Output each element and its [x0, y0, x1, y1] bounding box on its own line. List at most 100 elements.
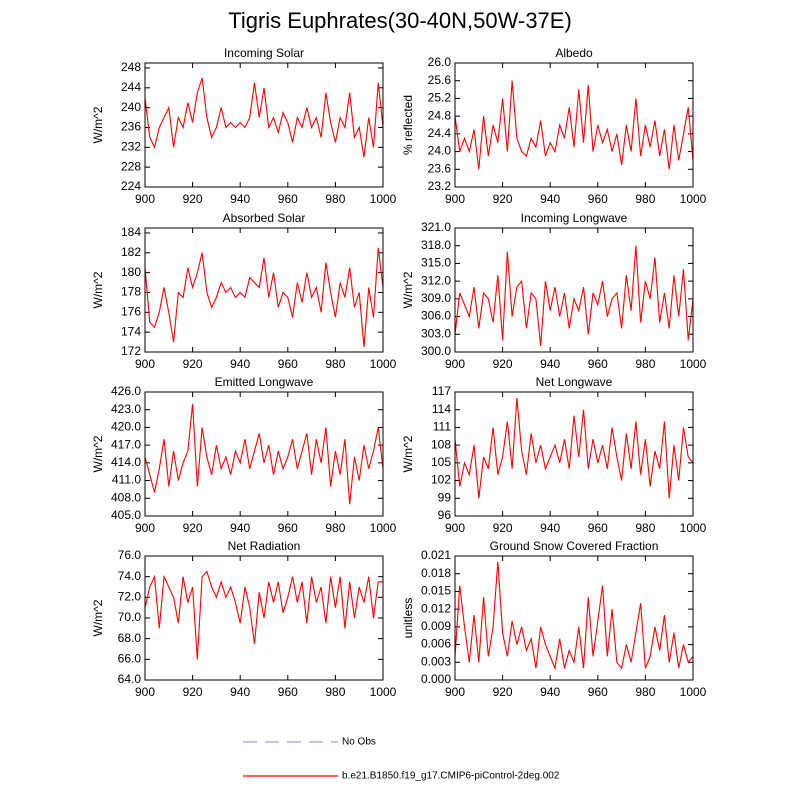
y-tick-label: 240 — [121, 100, 141, 114]
y-tick-label: 248 — [121, 60, 141, 74]
x-tick-label: 1000 — [680, 192, 707, 206]
panel: Ground Snow Covered Fraction unitless 0.00… — [401, 539, 706, 699]
legend: No Obs b.e21.B1850.f19_g17.CMIP6-piContr… — [243, 737, 560, 782]
plot-frame — [454, 391, 694, 517]
y-tick-label: 64.0 — [118, 672, 142, 686]
x-tick-label: 960 — [278, 357, 298, 371]
y-axis-label: W/m^2 — [91, 271, 105, 308]
panel-title: Albedo — [555, 46, 593, 60]
y-tick-label: 24.0 — [428, 144, 452, 158]
data-line — [144, 403, 384, 505]
y-tick-label: 172 — [121, 344, 141, 358]
y-tick-label: 102 — [431, 473, 451, 487]
x-tick-label: 900 — [135, 192, 155, 206]
y-tick-label: 417.0 — [111, 437, 141, 451]
x-tick-label: 960 — [278, 685, 298, 699]
x-tick-label: 1000 — [680, 521, 707, 535]
plot-frame — [144, 227, 384, 353]
y-axis-label: W/m^2 — [401, 435, 415, 472]
x-tick-label: 900 — [135, 685, 155, 699]
panel: Incoming Solar W/m^2 224 228 232 236 240 244 248… — [91, 46, 396, 206]
x-tick-label: 980 — [325, 357, 345, 371]
panel: Incoming Longwave W/m^2 300.0 303.0 306.0 309… — [401, 211, 706, 371]
y-tick-label: 303.0 — [421, 326, 451, 340]
y-tick-label: 178 — [121, 285, 141, 299]
y-tick-label: 114 — [432, 402, 451, 416]
x-tick-label: 980 — [635, 357, 655, 371]
y-tick-label: 318.0 — [421, 238, 451, 252]
y-tick-label: 236 — [121, 120, 141, 134]
panel: Net Longwave W/m^2 96 99 102 105 108 111 114 117 9… — [401, 375, 706, 535]
y-tick-label: 105 — [431, 455, 451, 469]
x-tick-label: 940 — [230, 685, 250, 699]
y-tick-label: 0.015 — [421, 584, 451, 598]
legend-label: No Obs — [342, 737, 376, 748]
x-tick-label: 940 — [230, 357, 250, 371]
x-tick-label: 900 — [135, 357, 155, 371]
x-tick-label: 900 — [135, 521, 155, 535]
y-tick-label: 0.012 — [421, 601, 451, 615]
y-tick-label: 108 — [431, 437, 451, 451]
x-tick-label: 940 — [230, 192, 250, 206]
y-tick-label: 25.6 — [428, 73, 452, 87]
x-tick-label: 960 — [588, 192, 608, 206]
y-axis-label: unitless — [401, 598, 415, 639]
y-tick-label: 96 — [438, 508, 452, 522]
data-line — [144, 247, 384, 348]
y-tick-label: 24.8 — [428, 108, 452, 122]
y-tick-label: 72.0 — [118, 590, 142, 604]
x-tick-label: 920 — [183, 685, 203, 699]
x-tick-label: 900 — [445, 521, 465, 535]
y-tick-label: 180 — [121, 265, 141, 279]
x-tick-label: 1000 — [680, 685, 707, 699]
y-tick-label: 74.0 — [118, 569, 142, 583]
plot-frame — [144, 62, 384, 188]
x-tick-label: 920 — [493, 521, 513, 535]
panel-title: Incoming Longwave — [521, 211, 628, 225]
panel-title: Ground Snow Covered Fraction — [490, 539, 659, 553]
plot-frame — [454, 62, 694, 188]
x-tick-label: 900 — [445, 357, 465, 371]
y-axis-label: % reflected — [401, 95, 415, 155]
y-tick-label: 405.0 — [111, 508, 141, 522]
y-tick-label: 99 — [438, 490, 452, 504]
x-tick-label: 940 — [540, 357, 560, 371]
y-tick-label: 423.0 — [111, 402, 141, 416]
data-line — [454, 561, 694, 671]
x-tick-label: 1000 — [370, 685, 397, 699]
figure-title: Tigris Euphrates(30-40N,50W-37E) — [228, 8, 572, 33]
x-tick-label: 900 — [445, 685, 465, 699]
panel: Net Radiation W/m^2 64.0 66.0 68.0 70.0 72.0 74… — [91, 539, 396, 699]
panel: Albedo % reflected 23.2 23.6 24.0 24.4 24.8 25.… — [401, 46, 706, 206]
y-tick-label: 321.0 — [421, 220, 451, 234]
x-tick-label: 1000 — [370, 192, 397, 206]
data-line — [454, 80, 694, 170]
y-tick-label: 312.0 — [421, 273, 451, 287]
y-tick-label: 0.021 — [421, 548, 451, 562]
panel-title: Absorbed Solar — [223, 211, 306, 225]
y-tick-label: 414.0 — [111, 455, 141, 469]
y-tick-label: 23.2 — [428, 179, 452, 193]
panel-title: Emitted Longwave — [215, 375, 314, 389]
y-axis-label: W/m^2 — [91, 106, 105, 143]
y-tick-label: 0.006 — [421, 637, 451, 651]
y-tick-label: 182 — [121, 245, 141, 259]
y-tick-label: 176 — [121, 304, 141, 318]
y-tick-label: 411.0 — [112, 473, 141, 487]
x-tick-label: 960 — [588, 685, 608, 699]
panel-title: Incoming Solar — [224, 46, 304, 60]
plot-frame — [454, 227, 694, 353]
y-tick-label: 408.0 — [111, 490, 141, 504]
y-tick-label: 0.009 — [421, 619, 451, 633]
y-tick-label: 315.0 — [421, 256, 451, 270]
y-tick-label: 306.0 — [421, 309, 451, 323]
y-tick-label: 23.6 — [428, 161, 452, 175]
x-tick-label: 920 — [493, 685, 513, 699]
plot-frame — [144, 391, 384, 517]
plot-frame — [454, 555, 694, 681]
x-tick-label: 1000 — [680, 357, 707, 371]
y-axis-label: W/m^2 — [91, 599, 105, 636]
y-axis-label: W/m^2 — [91, 435, 105, 472]
x-tick-label: 960 — [278, 521, 298, 535]
